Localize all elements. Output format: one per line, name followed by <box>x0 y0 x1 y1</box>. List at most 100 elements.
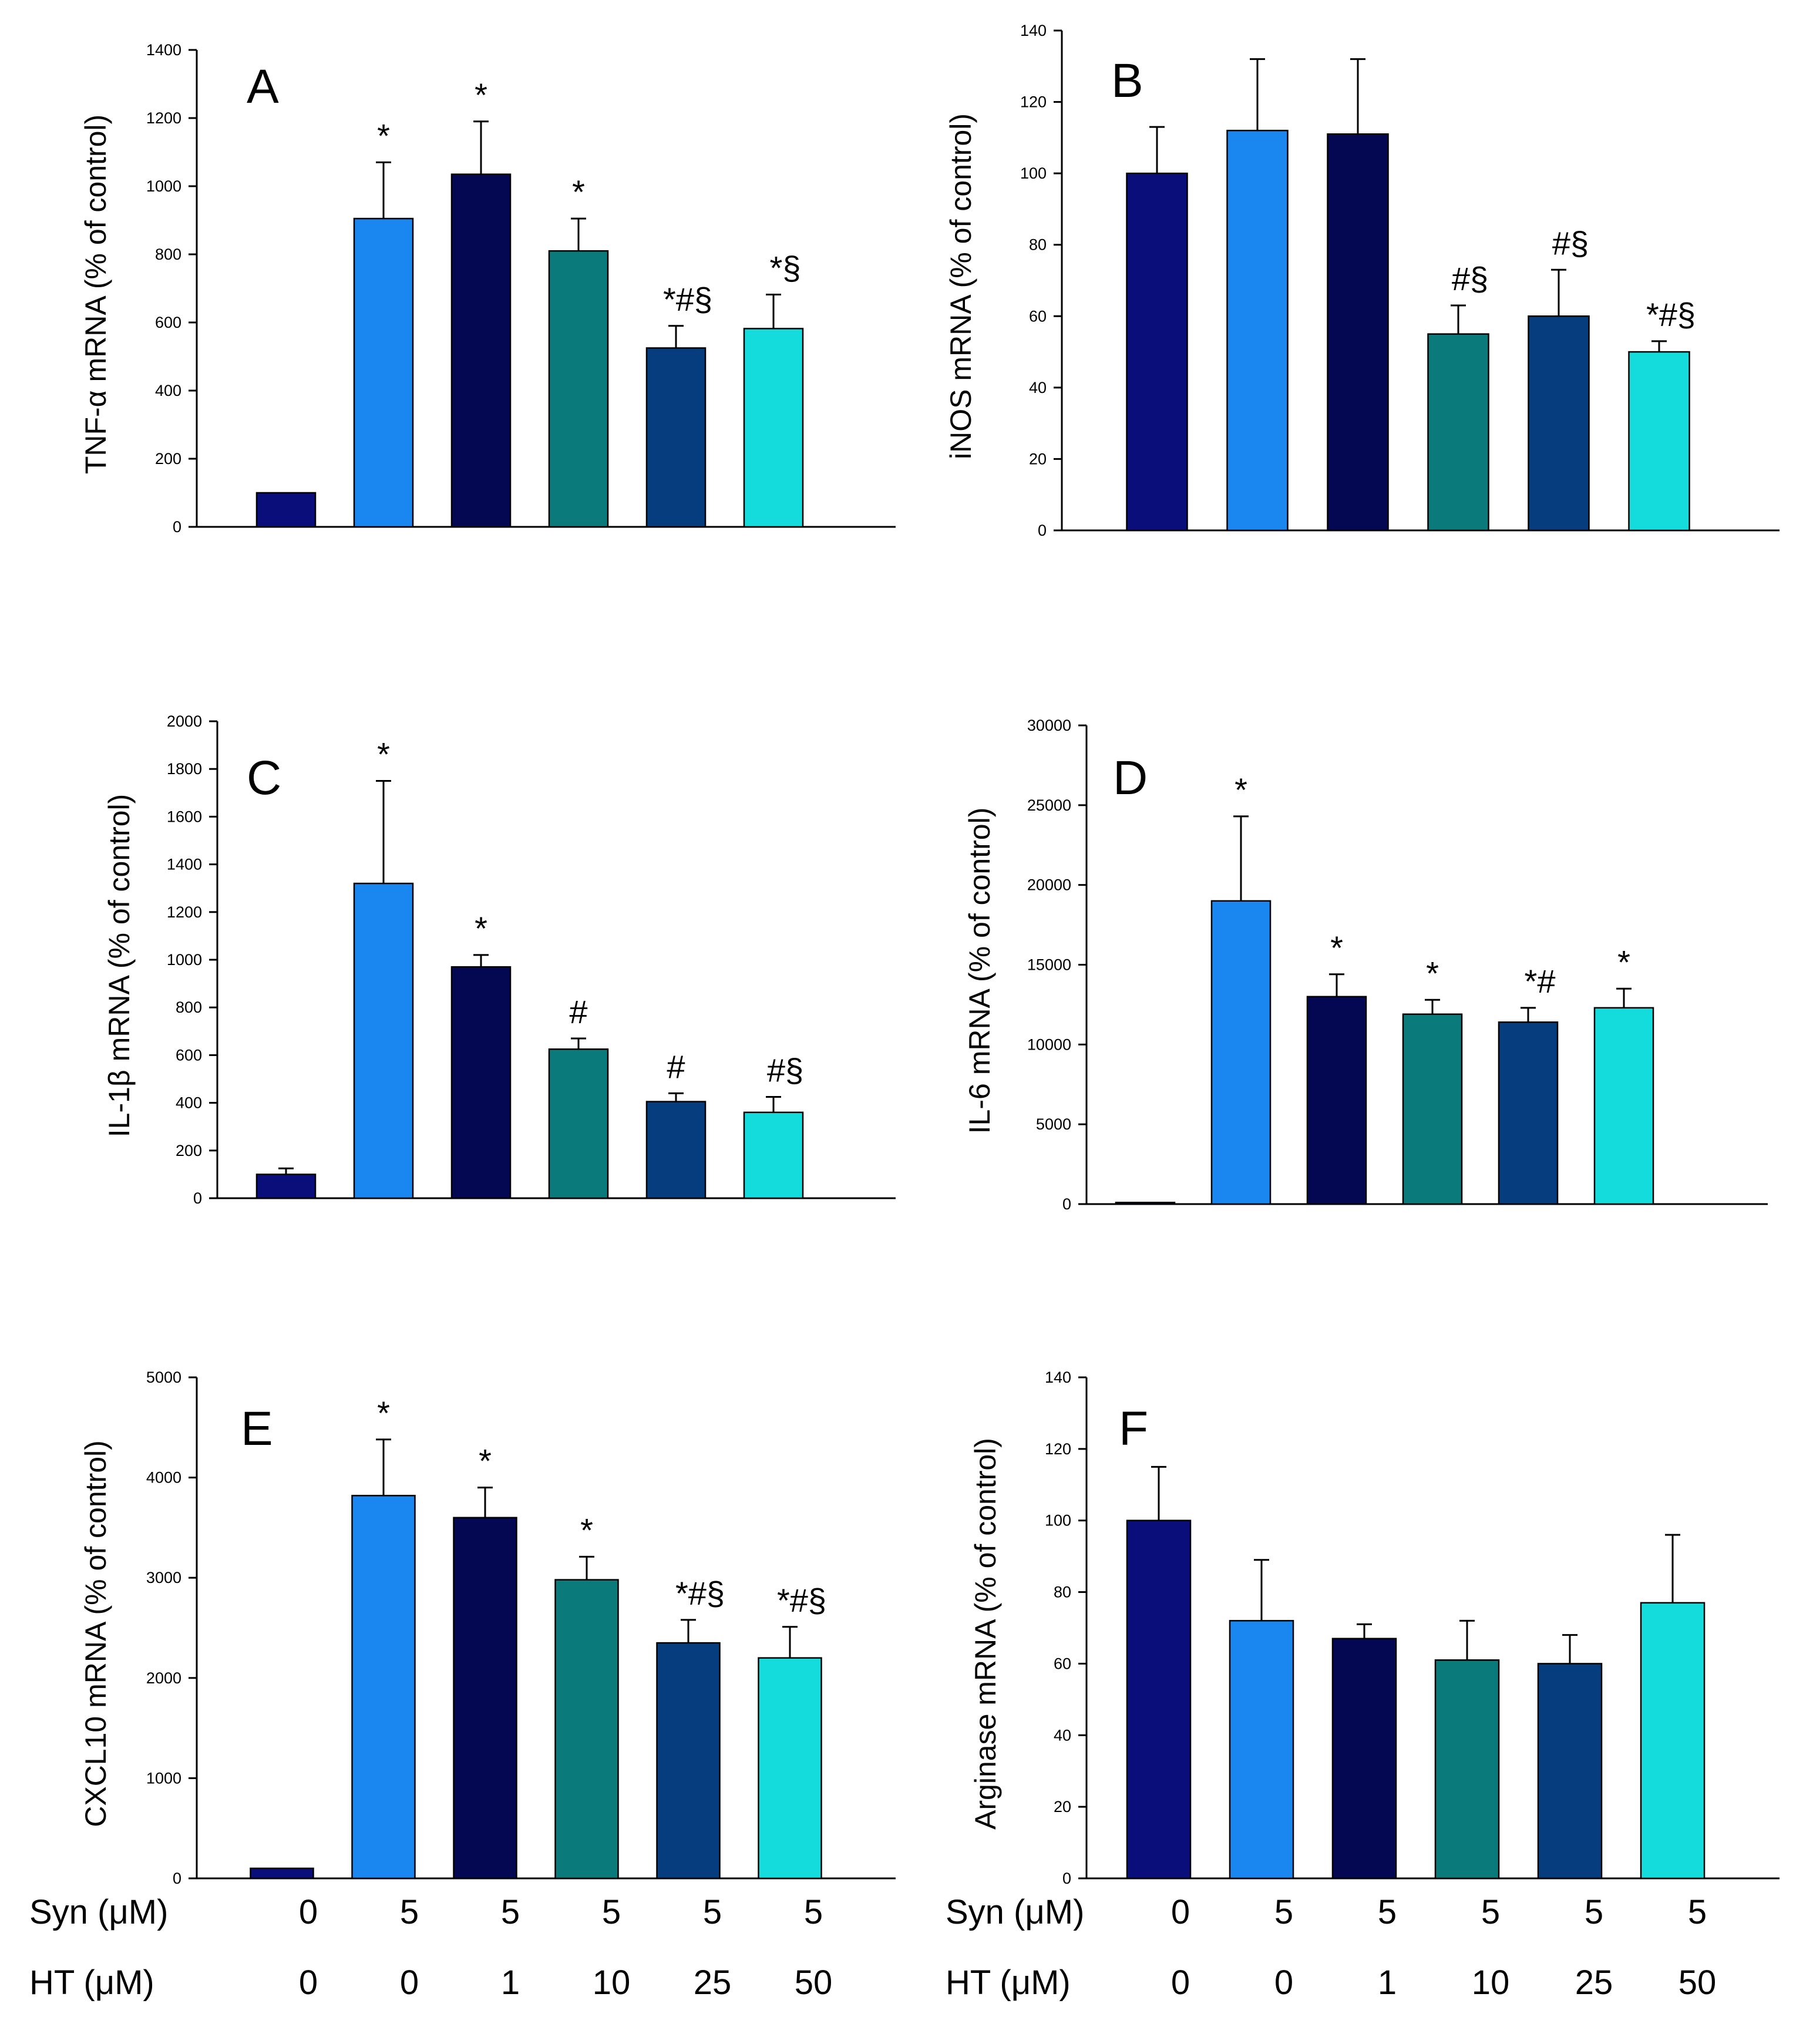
bar <box>1402 1013 1463 1205</box>
panel-c: 0 200 400 600 800 1000 1200 1400 1600 1800 2000 IL-… <box>103 712 896 1207</box>
ht-value: 50 <box>1679 1964 1717 2002</box>
significance-label: * <box>1426 954 1439 991</box>
bar <box>1427 333 1489 532</box>
significance-label: * <box>377 736 390 773</box>
significance-label: *#§ <box>675 1575 725 1612</box>
syn-value: 5 <box>602 1893 621 1931</box>
y-tick-label: 0 <box>1038 522 1047 539</box>
y-tick-label: 5000 <box>146 1369 181 1386</box>
significance-label: # <box>569 993 587 1030</box>
y-tick-label: 1200 <box>146 109 181 127</box>
y-tick-label: 120 <box>1020 93 1047 111</box>
y-tick-label: 0 <box>173 518 181 536</box>
bar <box>1210 900 1272 1205</box>
significance-label: # <box>667 1048 685 1085</box>
syn-row-label: Syn (μM) <box>946 1893 1084 1931</box>
y-tick-label: 600 <box>176 1046 202 1064</box>
bar <box>1537 1663 1603 1880</box>
panel-e: 0 1000 2000 3000 4000 5000 CXCL10 mRNA (% of c… <box>79 1369 896 1887</box>
significance-label: * <box>1330 929 1343 966</box>
y-tick-label: 3000 <box>146 1569 181 1586</box>
ht-value: 0 <box>299 1964 318 2002</box>
ht-value: 10 <box>1472 1964 1510 2002</box>
y-tick-label: 800 <box>176 999 202 1016</box>
panel-letter: B <box>1111 54 1143 107</box>
bar <box>450 173 512 528</box>
y-tick-label: 800 <box>155 246 181 263</box>
bar <box>645 1101 707 1199</box>
syn-value: 5 <box>1481 1893 1500 1931</box>
y-tick-label: 20 <box>1054 1798 1071 1816</box>
significance-label: *#§ <box>777 1582 826 1619</box>
y-axis-label: Arginase mRNA (% of control) <box>969 1438 1002 1830</box>
syn-value: 5 <box>1274 1893 1293 1931</box>
y-tick-label: 30000 <box>1027 717 1071 734</box>
significance-label: *# <box>1525 963 1556 1000</box>
significance-label: * <box>1617 943 1630 980</box>
syn-value: 0 <box>1171 1893 1190 1931</box>
significance-label: * <box>475 76 487 113</box>
bar <box>554 1579 619 1880</box>
significance-label: * <box>475 910 487 947</box>
significance-label: *§ <box>770 249 801 286</box>
y-tick-label: 60 <box>1054 1655 1071 1672</box>
y-tick-label: 1800 <box>167 760 202 778</box>
y-axis-label: TNF-α mRNA (% of control) <box>79 115 112 474</box>
bar <box>1498 1021 1559 1205</box>
syn-row-label: Syn (μM) <box>29 1893 168 1931</box>
y-tick-label: 20 <box>1029 450 1047 468</box>
y-tick-label: 200 <box>155 450 181 468</box>
y-tick-label: 1000 <box>146 177 181 195</box>
panel-a: 0 200 400 600 800 1000 1200 1400 TNF-α mRNA (% o… <box>79 41 896 536</box>
ht-value: 0 <box>1274 1964 1293 2002</box>
significance-label: *#§ <box>1646 296 1696 333</box>
significance-label: * <box>479 1443 492 1480</box>
panel-f: 0 20 40 60 80 100 120 140 Arginase mRNA (% of co… <box>969 1369 1780 1887</box>
ht-row-label: HT (μM) <box>946 1964 1071 2002</box>
y-tick-label: 0 <box>173 1870 181 1887</box>
bar <box>1528 315 1590 532</box>
bar <box>548 1048 609 1199</box>
significance-label: #§ <box>1452 260 1488 297</box>
bar <box>453 1517 517 1880</box>
y-tick-label: 120 <box>1045 1440 1071 1458</box>
ht-row-label: HT (μM) <box>29 1964 154 2002</box>
bar <box>1229 1620 1294 1880</box>
ht-value: 50 <box>795 1964 833 2002</box>
panel-b: 0 20 40 60 80 100 120 140 iNOS mRNA (% of contro… <box>944 22 1780 539</box>
y-tick-label: 2000 <box>146 1669 181 1687</box>
significance-label: * <box>377 1394 390 1431</box>
bar <box>1126 1519 1192 1880</box>
bar <box>743 1111 804 1199</box>
significance-label: * <box>572 173 585 210</box>
bar <box>1115 1202 1176 1205</box>
bar <box>1640 1602 1706 1880</box>
y-tick-label: 40 <box>1029 379 1047 396</box>
y-axis-label: CXCL10 mRNA (% of control) <box>79 1440 112 1827</box>
y-tick-label: 1400 <box>167 856 202 873</box>
panel-letter: E <box>241 1402 273 1455</box>
y-axis-label: iNOS mRNA (% of control) <box>944 113 977 459</box>
syn-value: 5 <box>804 1893 823 1931</box>
bar <box>351 1495 416 1880</box>
bar <box>255 492 317 528</box>
ht-value: 10 <box>593 1964 631 2002</box>
y-tick-label: 140 <box>1045 1369 1071 1386</box>
bar <box>250 1867 314 1880</box>
y-tick-label: 1000 <box>146 1769 181 1787</box>
bar <box>450 966 512 1199</box>
panel-letter: F <box>1119 1402 1148 1455</box>
y-axis-label: IL-1β mRNA (% of control) <box>103 794 136 1137</box>
significance-label: #§ <box>1552 224 1589 261</box>
bar <box>1628 351 1690 532</box>
ht-value: 0 <box>400 1964 419 2002</box>
ht-value: 25 <box>1575 1964 1613 2002</box>
panel-letter: C <box>247 751 281 805</box>
significance-label: * <box>1235 771 1247 808</box>
bar <box>1306 996 1367 1205</box>
bar <box>1331 1638 1397 1880</box>
y-tick-label: 0 <box>1062 1870 1071 1887</box>
